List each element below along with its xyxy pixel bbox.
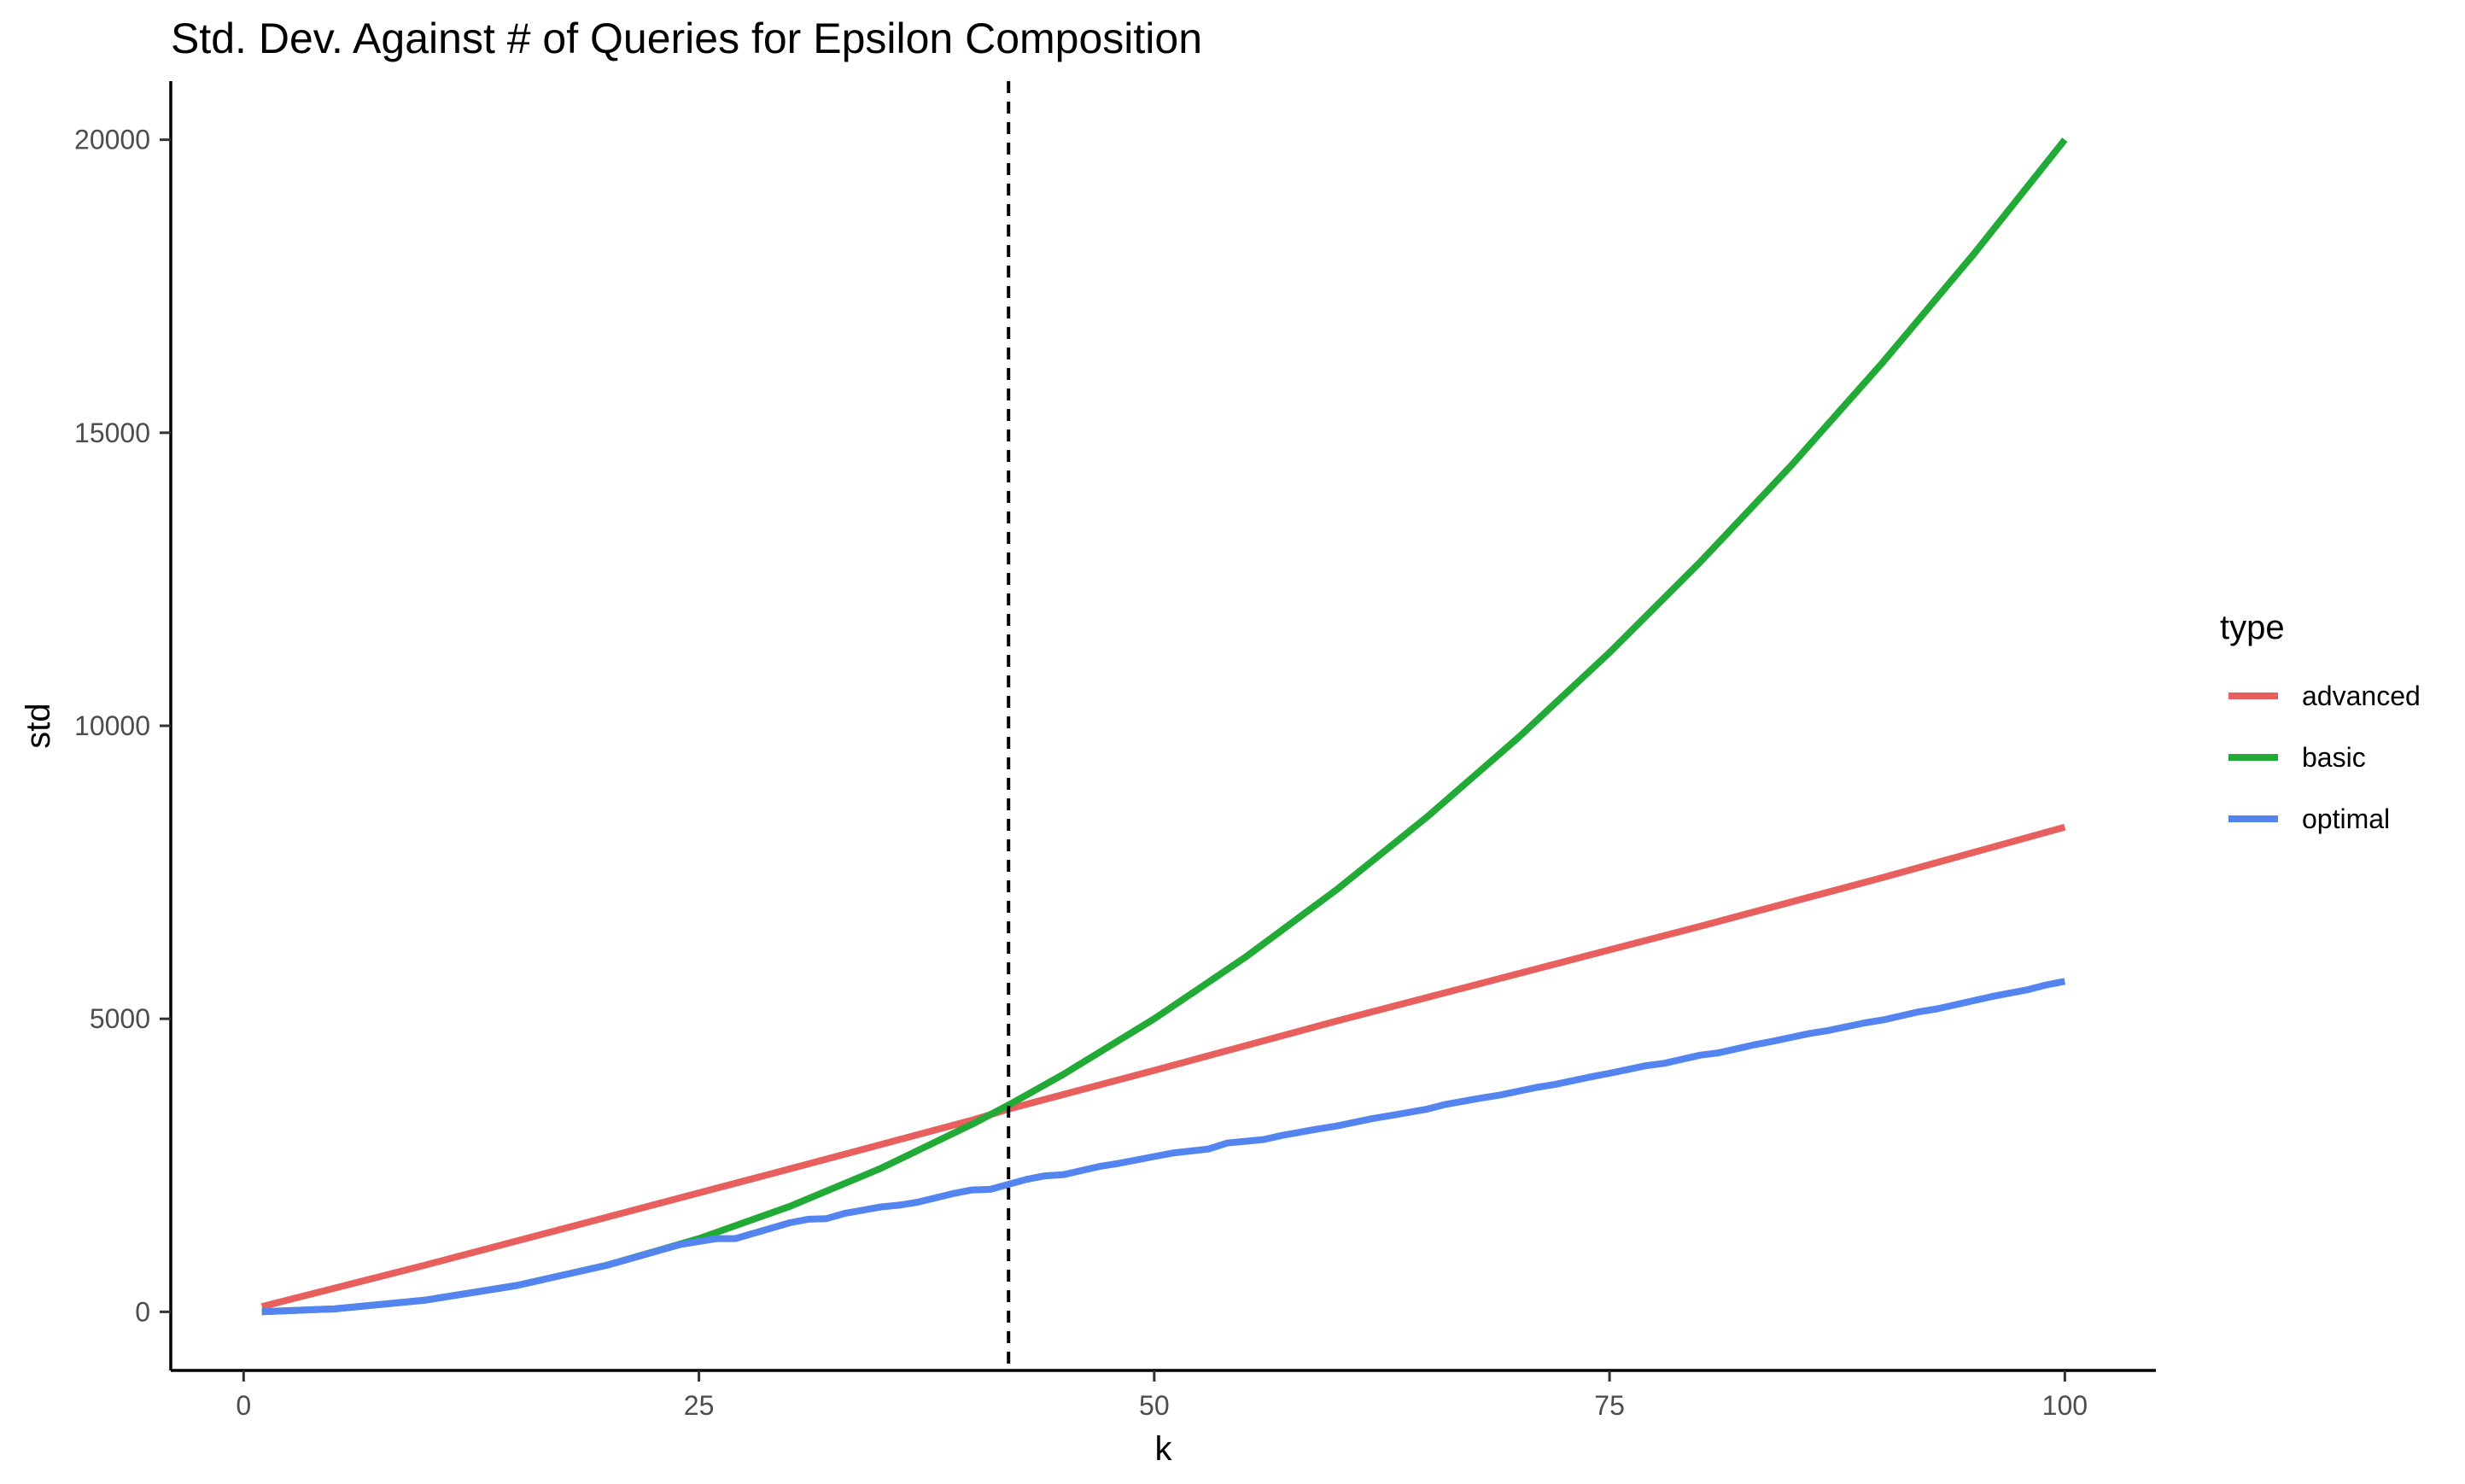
legend: type advanced basic optimal bbox=[2220, 609, 2421, 834]
x-tick-label-75: 75 bbox=[1594, 1390, 1625, 1421]
y-tick-label-0: 0 bbox=[135, 1296, 150, 1327]
plot-area bbox=[260, 81, 2068, 1370]
chart-title: Std. Dev. Against # of Queries for Epsil… bbox=[171, 15, 1202, 62]
y-axis-title: std bbox=[20, 703, 57, 748]
x-tick-label-0: 0 bbox=[236, 1390, 251, 1421]
legend-label-advanced: advanced bbox=[2302, 681, 2421, 711]
x-tick-label-50: 50 bbox=[1139, 1390, 1170, 1421]
y-tick-label-5000: 5000 bbox=[90, 1003, 150, 1034]
legend-label-basic: basic bbox=[2302, 742, 2366, 773]
x-axis-title: k bbox=[1155, 1430, 1173, 1468]
legend-label-optimal: optimal bbox=[2302, 803, 2390, 834]
y-tick-label-20000: 20000 bbox=[74, 125, 150, 155]
y-tick-label-15000: 15000 bbox=[74, 418, 150, 448]
y-tick-label-10000: 10000 bbox=[74, 710, 150, 741]
x-tick-label-25: 25 bbox=[684, 1390, 715, 1421]
x-tick-label-100: 100 bbox=[2042, 1390, 2088, 1421]
series-line-basic bbox=[261, 137, 2068, 1316]
series-line-advanced bbox=[260, 823, 2066, 1311]
legend-title: type bbox=[2220, 609, 2285, 646]
series-line-optimal bbox=[261, 978, 2066, 1316]
axes: 0 25 50 75 100 0 5000 10000 15000 20000 bbox=[74, 81, 2156, 1421]
